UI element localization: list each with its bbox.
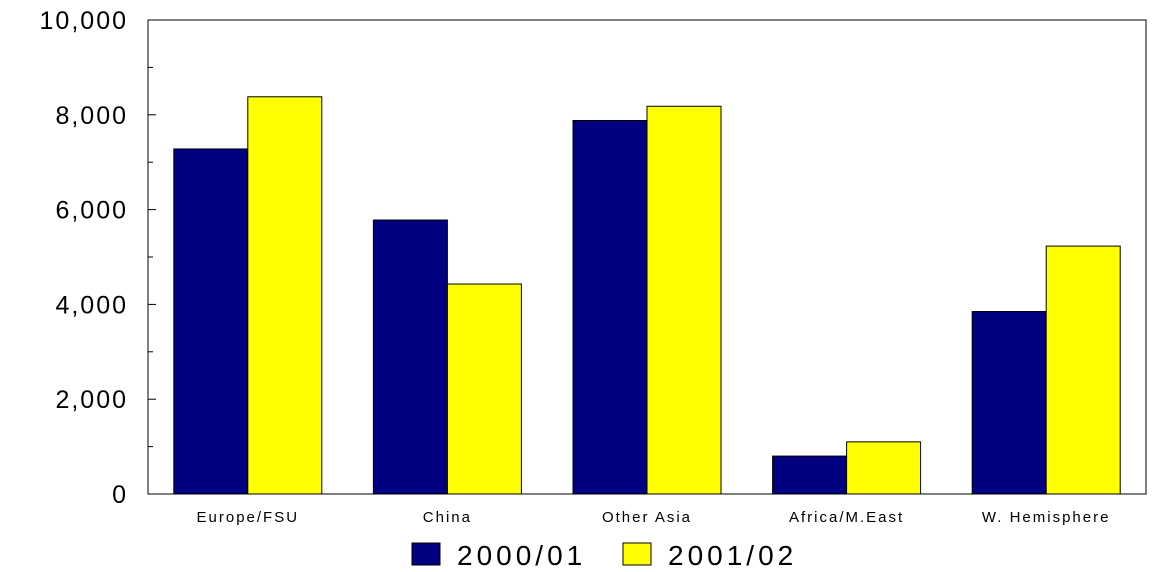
bar — [572, 119, 648, 495]
x-tick-label: Africa/M.East — [789, 509, 904, 526]
y-tick-label: 2,000 — [55, 386, 128, 414]
bar — [971, 311, 1047, 495]
legend-swatch — [622, 542, 652, 566]
legend-label: 2000/01 — [457, 540, 586, 571]
bar — [372, 219, 448, 495]
bar — [772, 455, 848, 495]
bar — [846, 441, 922, 495]
bars-group — [173, 96, 1121, 495]
bar — [247, 96, 323, 495]
y-axis: 0 2,000 4,000 6,000 8,000 10,000 — [40, 7, 156, 509]
y-tick-label: 10,000 — [40, 7, 128, 35]
x-tick-label: Other Asia — [602, 509, 692, 526]
legend: 2000/01 2001/02 — [411, 540, 797, 571]
y-tick-label: 0 — [112, 481, 128, 509]
x-tick-label: Europe/FSU — [197, 509, 300, 526]
y-tick-label: 8,000 — [55, 102, 128, 130]
bar — [173, 148, 249, 495]
bar — [646, 105, 722, 495]
legend-swatch — [411, 542, 441, 566]
x-tick-label: W. Hemisphere — [982, 509, 1111, 526]
legend-label: 2001/02 — [668, 540, 797, 571]
y-tick-label: 6,000 — [55, 197, 128, 225]
x-axis: Europe/FSU China Other Asia Africa/M.East W.… — [197, 509, 1111, 526]
y-tick-label: 4,000 — [55, 291, 128, 319]
bar — [1045, 245, 1121, 495]
x-tick-label: China — [423, 509, 472, 526]
bar — [446, 283, 522, 495]
